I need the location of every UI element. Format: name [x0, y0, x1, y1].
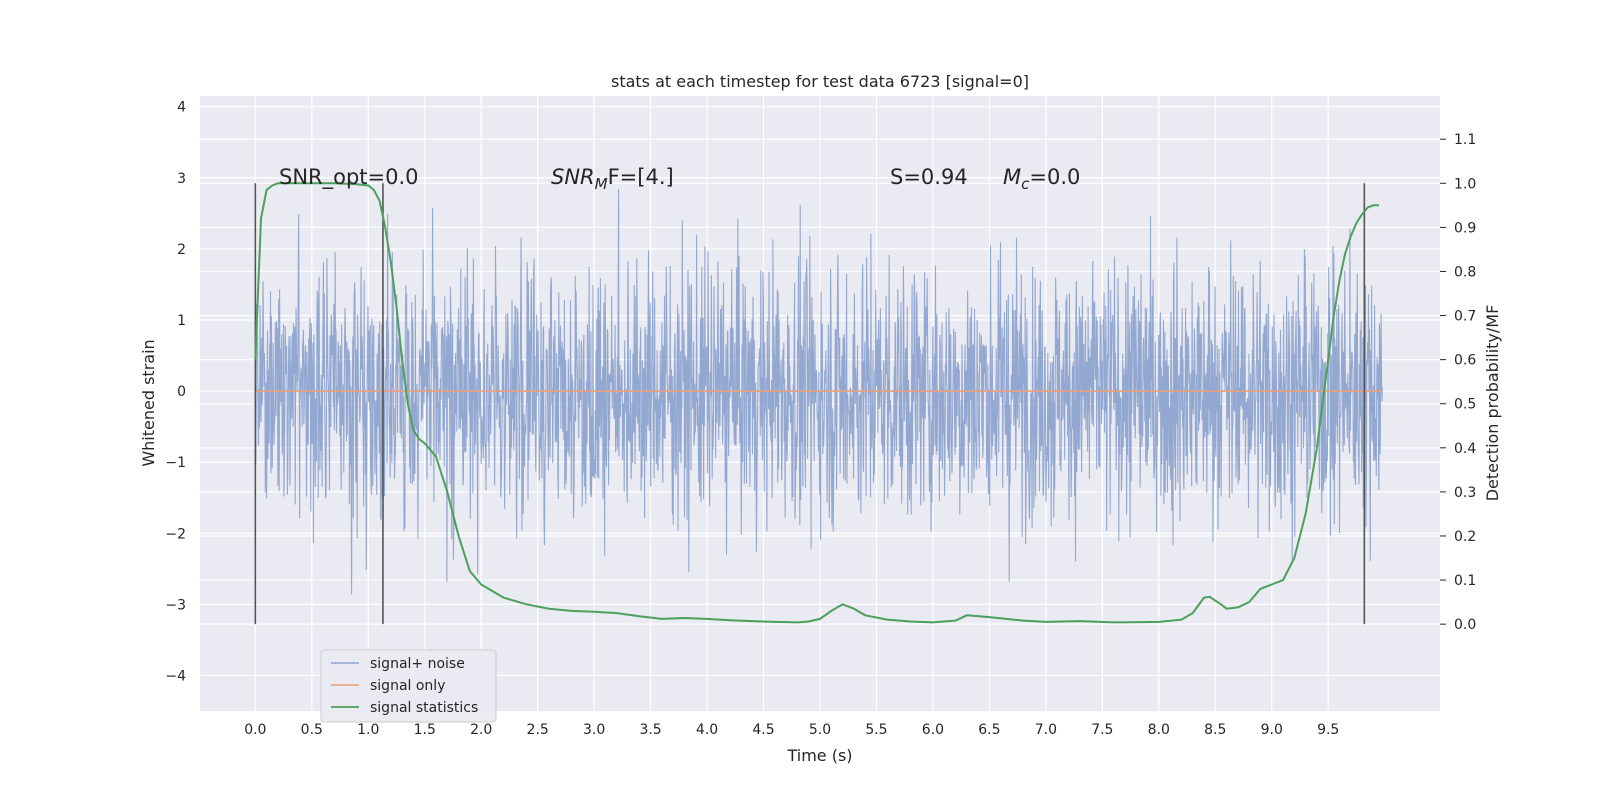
annotation-snr-mf-rest: F=[4.] [608, 165, 674, 189]
x-tick-label: 6.0 [922, 722, 944, 738]
x-tick-label: 6.5 [978, 722, 1000, 738]
x-axis-label: Time (s) [786, 746, 852, 765]
y-tick-label-right: 0.3 [1454, 485, 1476, 501]
x-tick-label: 9.0 [1261, 722, 1283, 738]
y-tick-label-right: 0.1 [1454, 573, 1476, 589]
x-tick-label: 1.0 [357, 722, 379, 738]
y-tick-label-left: 1 [177, 313, 186, 329]
vertical-markers [254, 183, 1366, 625]
legend-label-signal-statistics: signal statistics [370, 700, 478, 716]
x-tick-label: 7.0 [1035, 722, 1057, 738]
y-tick-label-left: 0 [177, 384, 186, 400]
y-tick-label-right: 0.0 [1454, 617, 1476, 633]
y-tick-label-right: 0.4 [1454, 441, 1476, 457]
y-tick-label-right: 0.9 [1454, 220, 1476, 236]
annotation-snr-mf: SNRMF=[4.] [551, 165, 674, 193]
y-tick-label-right: 0.7 [1454, 309, 1476, 325]
y-tick-label-left: −2 [165, 526, 186, 542]
annotation-snr-mf-sub: M [595, 175, 608, 193]
line-signal-plus-noise [254, 188, 1383, 595]
y-tick-label-left: 3 [177, 171, 186, 187]
y-tick-label-left: 4 [177, 100, 186, 116]
annotation-snr-opt: SNR_opt=0.0 [279, 165, 419, 190]
grid [200, 96, 1440, 711]
x-tick-label: 7.5 [1091, 722, 1113, 738]
annotation-snr-mf-main: SNR [551, 165, 595, 189]
series-signal-statistics [254, 182, 1379, 624]
legend: signal+ noise signal only signal statist… [320, 649, 497, 723]
y-tick-label-left: −3 [165, 597, 186, 613]
x-tick-label: 3.5 [639, 722, 661, 738]
y-tick-label-right: 1.0 [1454, 176, 1476, 192]
legend-box [320, 649, 497, 723]
legend-label-signal-only: signal only [370, 678, 445, 694]
x-tick-label: 2.0 [470, 722, 492, 738]
y-tick-label-right: 0.6 [1454, 353, 1476, 369]
x-tick-label: 3.0 [583, 722, 605, 738]
y-tick-label-left: −1 [165, 455, 186, 471]
y-tick-label-right: 0.8 [1454, 264, 1476, 280]
y-tick-label-left: 2 [177, 242, 186, 258]
y-tick-label-right: 0.2 [1454, 529, 1476, 545]
x-tick-label: 4.5 [752, 722, 774, 738]
x-tick-label: 4.0 [696, 722, 718, 738]
x-tick-label: 1.5 [414, 722, 436, 738]
x-tick-label: 0.0 [244, 722, 266, 738]
y-tick-label-right: 1.1 [1454, 132, 1476, 148]
annotation-mc-sub: c [1021, 175, 1030, 193]
x-tick-label: 8.5 [1204, 722, 1226, 738]
x-tick-label: 5.5 [865, 722, 887, 738]
legend-label-signal-plus-noise: signal+ noise [370, 656, 465, 672]
x-tick-label: 8.0 [1148, 722, 1170, 738]
y-axis-label-left: Whitened strain [139, 339, 158, 466]
x-tick-label: 0.5 [301, 722, 323, 738]
annotation-mc: Mc=0.0 [1003, 165, 1080, 193]
y-axis-label-right: Detection probability/MF [1483, 305, 1502, 502]
tick-labels: 0.0 0.5 1.0 1.5 2.0 2.5 3.0 3.5 4.0 4.5 5.0 5.5 6.0 6… [165, 100, 1476, 738]
line-signal-statistics [254, 182, 1379, 624]
annotation-mc-main: M [1003, 165, 1021, 189]
chart-title: stats at each timestep for test data 672… [611, 72, 1029, 91]
annotation-s-value: S=0.94 [890, 165, 968, 189]
y-tick-label-left: −4 [165, 668, 186, 684]
y-tick-label-right: 0.5 [1454, 397, 1476, 413]
annotation-mc-rest: =0.0 [1029, 165, 1080, 189]
x-tick-label: 2.5 [527, 722, 549, 738]
x-tick-label: 5.0 [809, 722, 831, 738]
series-signal-plus-noise [254, 188, 1383, 595]
x-tick-label: 9.5 [1317, 722, 1339, 738]
